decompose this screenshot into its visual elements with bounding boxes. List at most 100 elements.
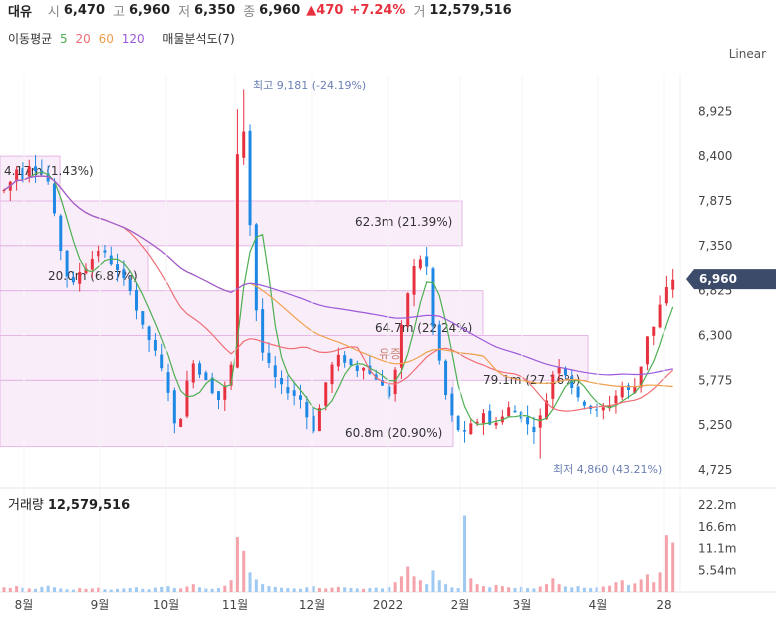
volume-bar bbox=[311, 586, 315, 592]
volume-bar bbox=[343, 587, 347, 592]
volume-bar bbox=[15, 586, 19, 592]
volume-profile-box bbox=[0, 335, 589, 381]
candle-body bbox=[601, 407, 605, 411]
candle-body bbox=[52, 183, 56, 214]
candle-body bbox=[134, 290, 138, 311]
volume-bar bbox=[576, 586, 580, 592]
volume-bar bbox=[500, 586, 504, 592]
candle-body bbox=[633, 387, 637, 394]
volume-bar bbox=[551, 578, 555, 592]
candle-body bbox=[172, 390, 176, 424]
volume-bar bbox=[305, 587, 309, 592]
volume-bar bbox=[65, 589, 69, 592]
candle-body bbox=[349, 359, 353, 366]
volume-bar bbox=[374, 587, 378, 592]
candle-body bbox=[393, 369, 397, 395]
candle-body bbox=[671, 279, 675, 290]
volume-bar bbox=[160, 586, 164, 592]
low-price-marker: 최저 4,860 (43.21%) bbox=[553, 463, 662, 476]
candle-body bbox=[223, 385, 227, 400]
candle-body bbox=[21, 168, 25, 180]
candle-body bbox=[65, 250, 69, 277]
volume-bar bbox=[267, 586, 271, 592]
volume-bar bbox=[286, 588, 290, 592]
volume-bar bbox=[78, 588, 82, 592]
volume-bar bbox=[494, 584, 498, 592]
low-value: 6,350 bbox=[194, 2, 236, 18]
candle-body bbox=[576, 386, 580, 398]
high-price-marker: 최고 9,181 (-24.19%) bbox=[253, 79, 366, 92]
candle-body bbox=[261, 309, 265, 353]
close-value: 6,960 bbox=[259, 2, 301, 18]
volume-bar bbox=[526, 588, 530, 592]
candle-body bbox=[305, 401, 309, 418]
candle-body bbox=[267, 352, 271, 364]
volume-bar bbox=[418, 580, 422, 592]
volume-bar bbox=[381, 588, 385, 592]
candle-body bbox=[153, 340, 157, 351]
candle-body bbox=[166, 372, 170, 393]
candle-body bbox=[545, 400, 549, 420]
candle-body bbox=[444, 360, 448, 395]
candle-body bbox=[336, 354, 340, 367]
volume-bar bbox=[601, 586, 605, 592]
candle-body bbox=[362, 367, 366, 371]
candle-body bbox=[563, 367, 567, 376]
price-axis-tick: 8,400 bbox=[698, 149, 732, 163]
volume-bar bbox=[8, 588, 12, 592]
price-axis-tick: 7,875 bbox=[698, 194, 732, 208]
scale-mode-button[interactable]: Linear bbox=[728, 47, 766, 61]
time-axis-label: 12월 bbox=[299, 598, 325, 612]
candle-body bbox=[412, 266, 416, 295]
candle-body bbox=[431, 268, 435, 327]
volume-bar bbox=[450, 587, 454, 592]
candle-body bbox=[450, 393, 454, 416]
candle-body bbox=[84, 268, 88, 274]
volume-bar bbox=[2, 587, 6, 592]
candle-body bbox=[595, 409, 599, 411]
volume-bar bbox=[40, 586, 44, 592]
price-axis-tick: 8,925 bbox=[698, 104, 732, 118]
volume-bar bbox=[557, 584, 561, 592]
price-axis-tick: 5,250 bbox=[698, 418, 732, 432]
volume-profile-legend[interactable]: 매물분석도(7) bbox=[162, 32, 235, 46]
time-axis-label: 9월 bbox=[91, 598, 110, 612]
volume-bar bbox=[46, 585, 50, 592]
candle-body bbox=[46, 173, 50, 182]
volume-bar bbox=[71, 589, 75, 592]
volume-axis-tick: 11.1m bbox=[698, 541, 736, 555]
candle-body bbox=[229, 364, 233, 386]
candle-body bbox=[103, 250, 107, 253]
candle-body bbox=[381, 380, 385, 386]
volume-bar bbox=[481, 586, 485, 592]
ma-label[interactable]: 이동평균 bbox=[8, 32, 53, 46]
candle-body bbox=[185, 380, 189, 417]
volume-bar bbox=[513, 588, 517, 592]
candle-body bbox=[437, 324, 441, 361]
candle-body bbox=[317, 407, 321, 432]
ma120-legend[interactable]: 120 bbox=[121, 32, 145, 46]
ma20-legend[interactable]: 20 bbox=[75, 32, 91, 46]
high-value: 6,960 bbox=[128, 2, 171, 18]
volume-bar bbox=[261, 584, 265, 592]
volume-bar bbox=[488, 587, 492, 592]
price-axis-tick: 7,350 bbox=[698, 239, 732, 253]
volume-bar bbox=[229, 580, 233, 592]
volume-bar bbox=[223, 585, 227, 592]
volume-axis-tick: 5.54m bbox=[698, 563, 736, 577]
time-axis-label: 11월 bbox=[222, 598, 248, 612]
low-label: 저 bbox=[178, 4, 191, 20]
volume-bar bbox=[317, 588, 321, 592]
candle-body bbox=[160, 354, 164, 369]
ma5-legend[interactable]: 5 bbox=[60, 32, 68, 46]
candle-body bbox=[2, 190, 6, 192]
current-price-label: 6,960 bbox=[699, 272, 737, 286]
candle-body bbox=[343, 355, 347, 363]
candle-body bbox=[90, 259, 94, 270]
volume-bar bbox=[355, 588, 359, 592]
volume-bar bbox=[570, 587, 574, 592]
volume-bar bbox=[538, 586, 542, 592]
candle-body bbox=[254, 224, 258, 311]
ma60-legend[interactable]: 60 bbox=[98, 32, 114, 46]
